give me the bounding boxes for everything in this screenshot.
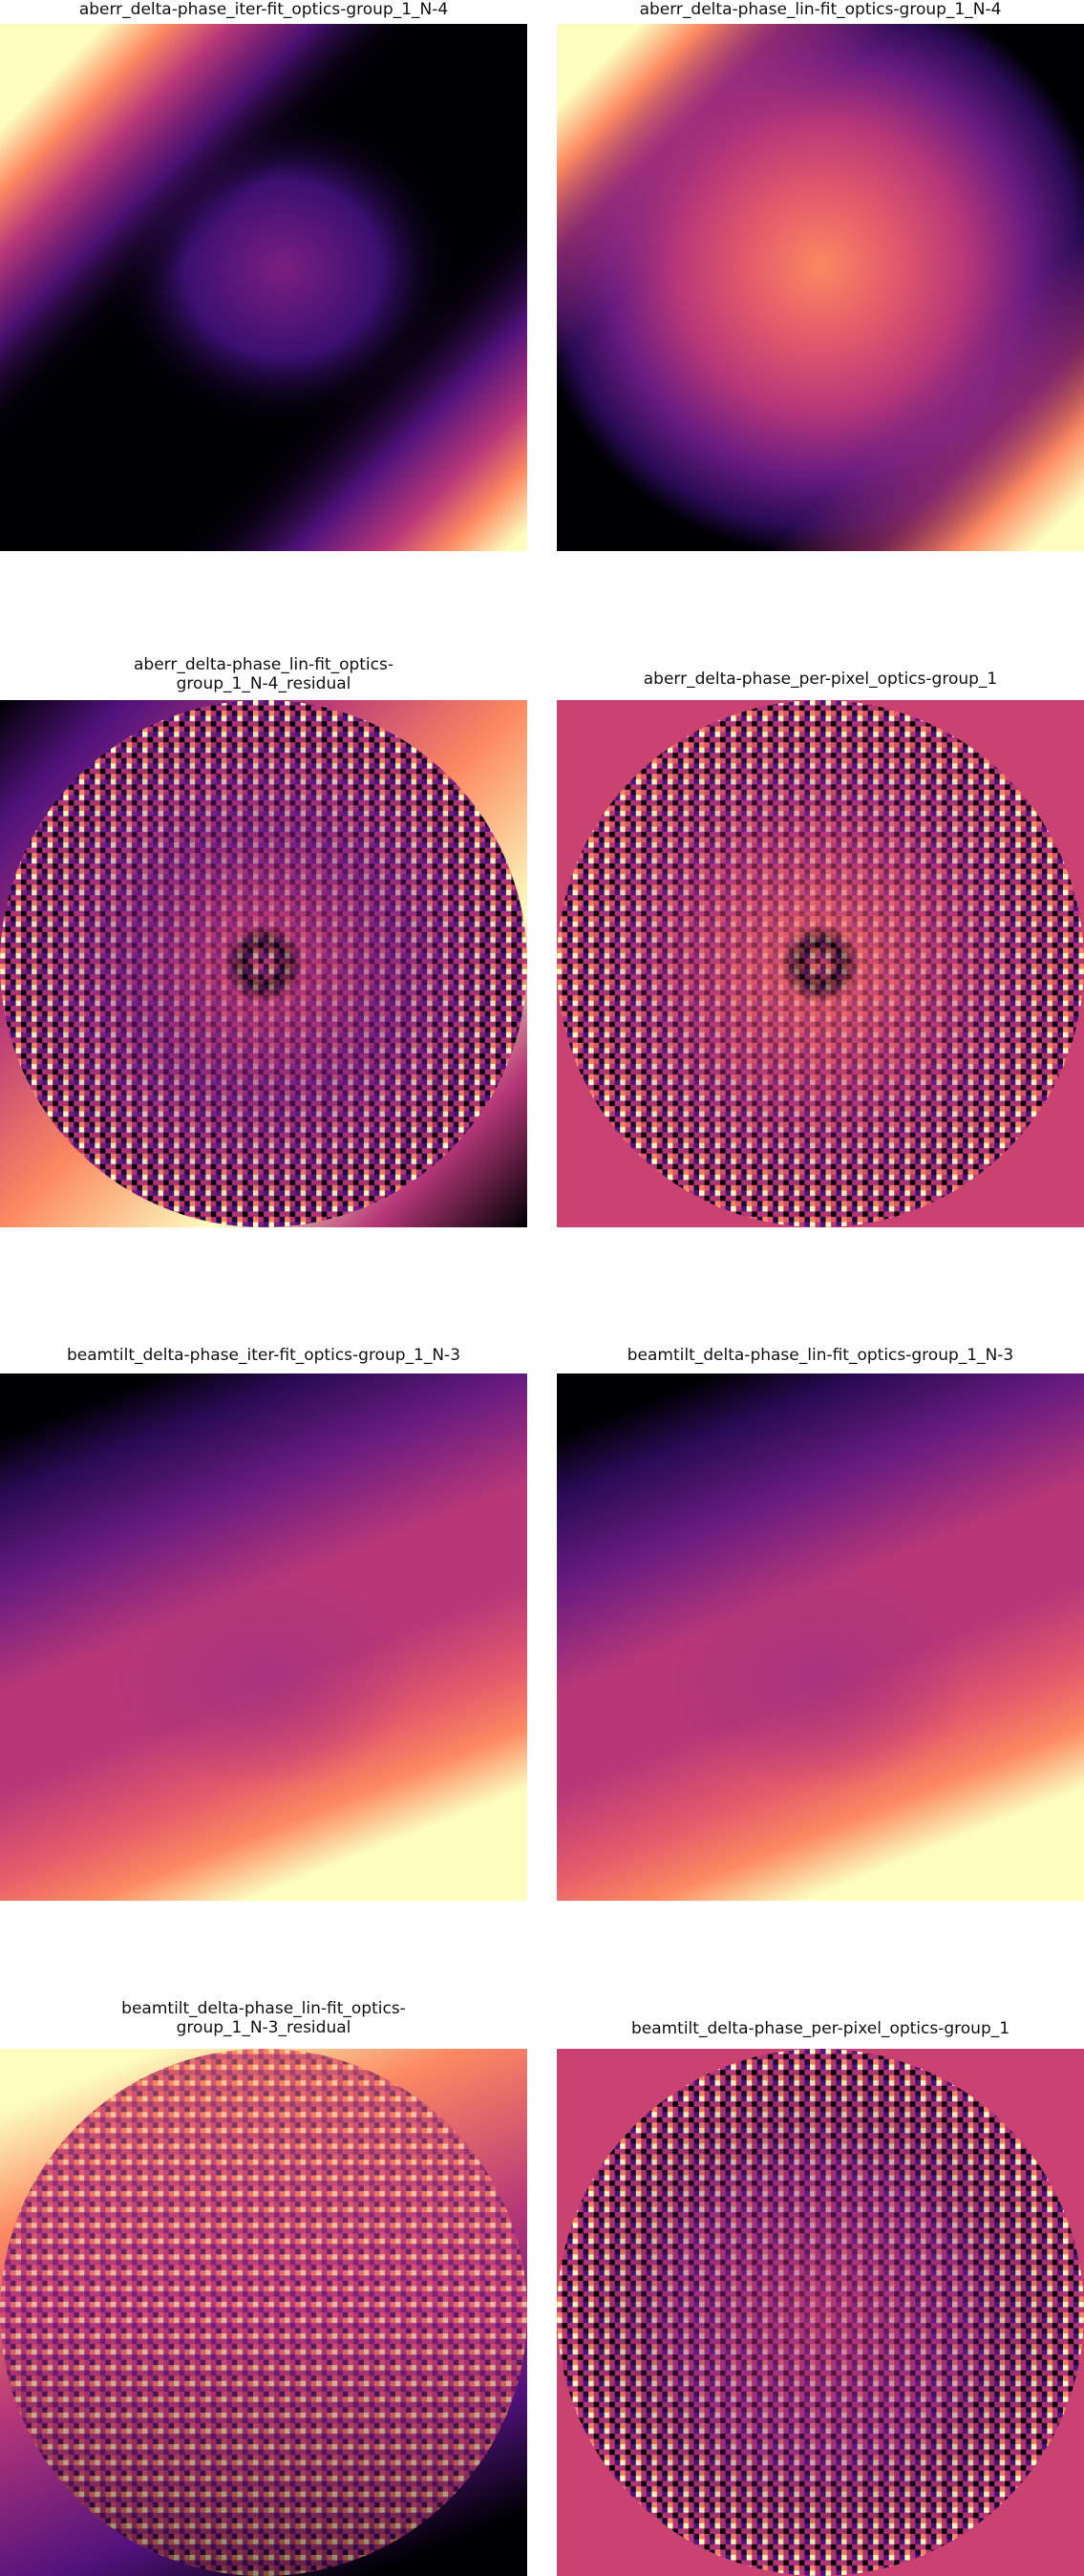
panel-title: aberr_delta-phase_per-pixel_optics-group…: [643, 670, 998, 689]
heatmap-image: [557, 700, 1084, 1227]
heatmap-image: [557, 2049, 1084, 2576]
heatmap-image: [557, 24, 1084, 551]
panel-title: aberr_delta-phase_lin-fit_optics-group_1…: [639, 0, 1002, 19]
heatmap-image: [0, 700, 527, 1227]
panel-title: beamtilt_delta-phase_iter-fit_optics-gro…: [66, 1346, 461, 1365]
panel-title: beamtilt_delta-phase_per-pixel_optics-gr…: [630, 2019, 1010, 2038]
panel-title: aberr_delta-phase_iter-fit_optics-group_…: [78, 0, 449, 19]
heatmap-image: [0, 24, 527, 551]
heatmap-image: [0, 1373, 527, 1901]
heatmap-image: [0, 2049, 527, 2576]
panel-title: beamtilt_delta-phase_lin-fit_optics-grou…: [627, 1346, 1014, 1365]
heatmap-image: [557, 1373, 1084, 1901]
panel-title: beamtilt_delta-phase_lin-fit_optics- gro…: [121, 1999, 406, 2037]
panel-title: aberr_delta-phase_lin-fit_optics- group_…: [134, 655, 393, 693]
